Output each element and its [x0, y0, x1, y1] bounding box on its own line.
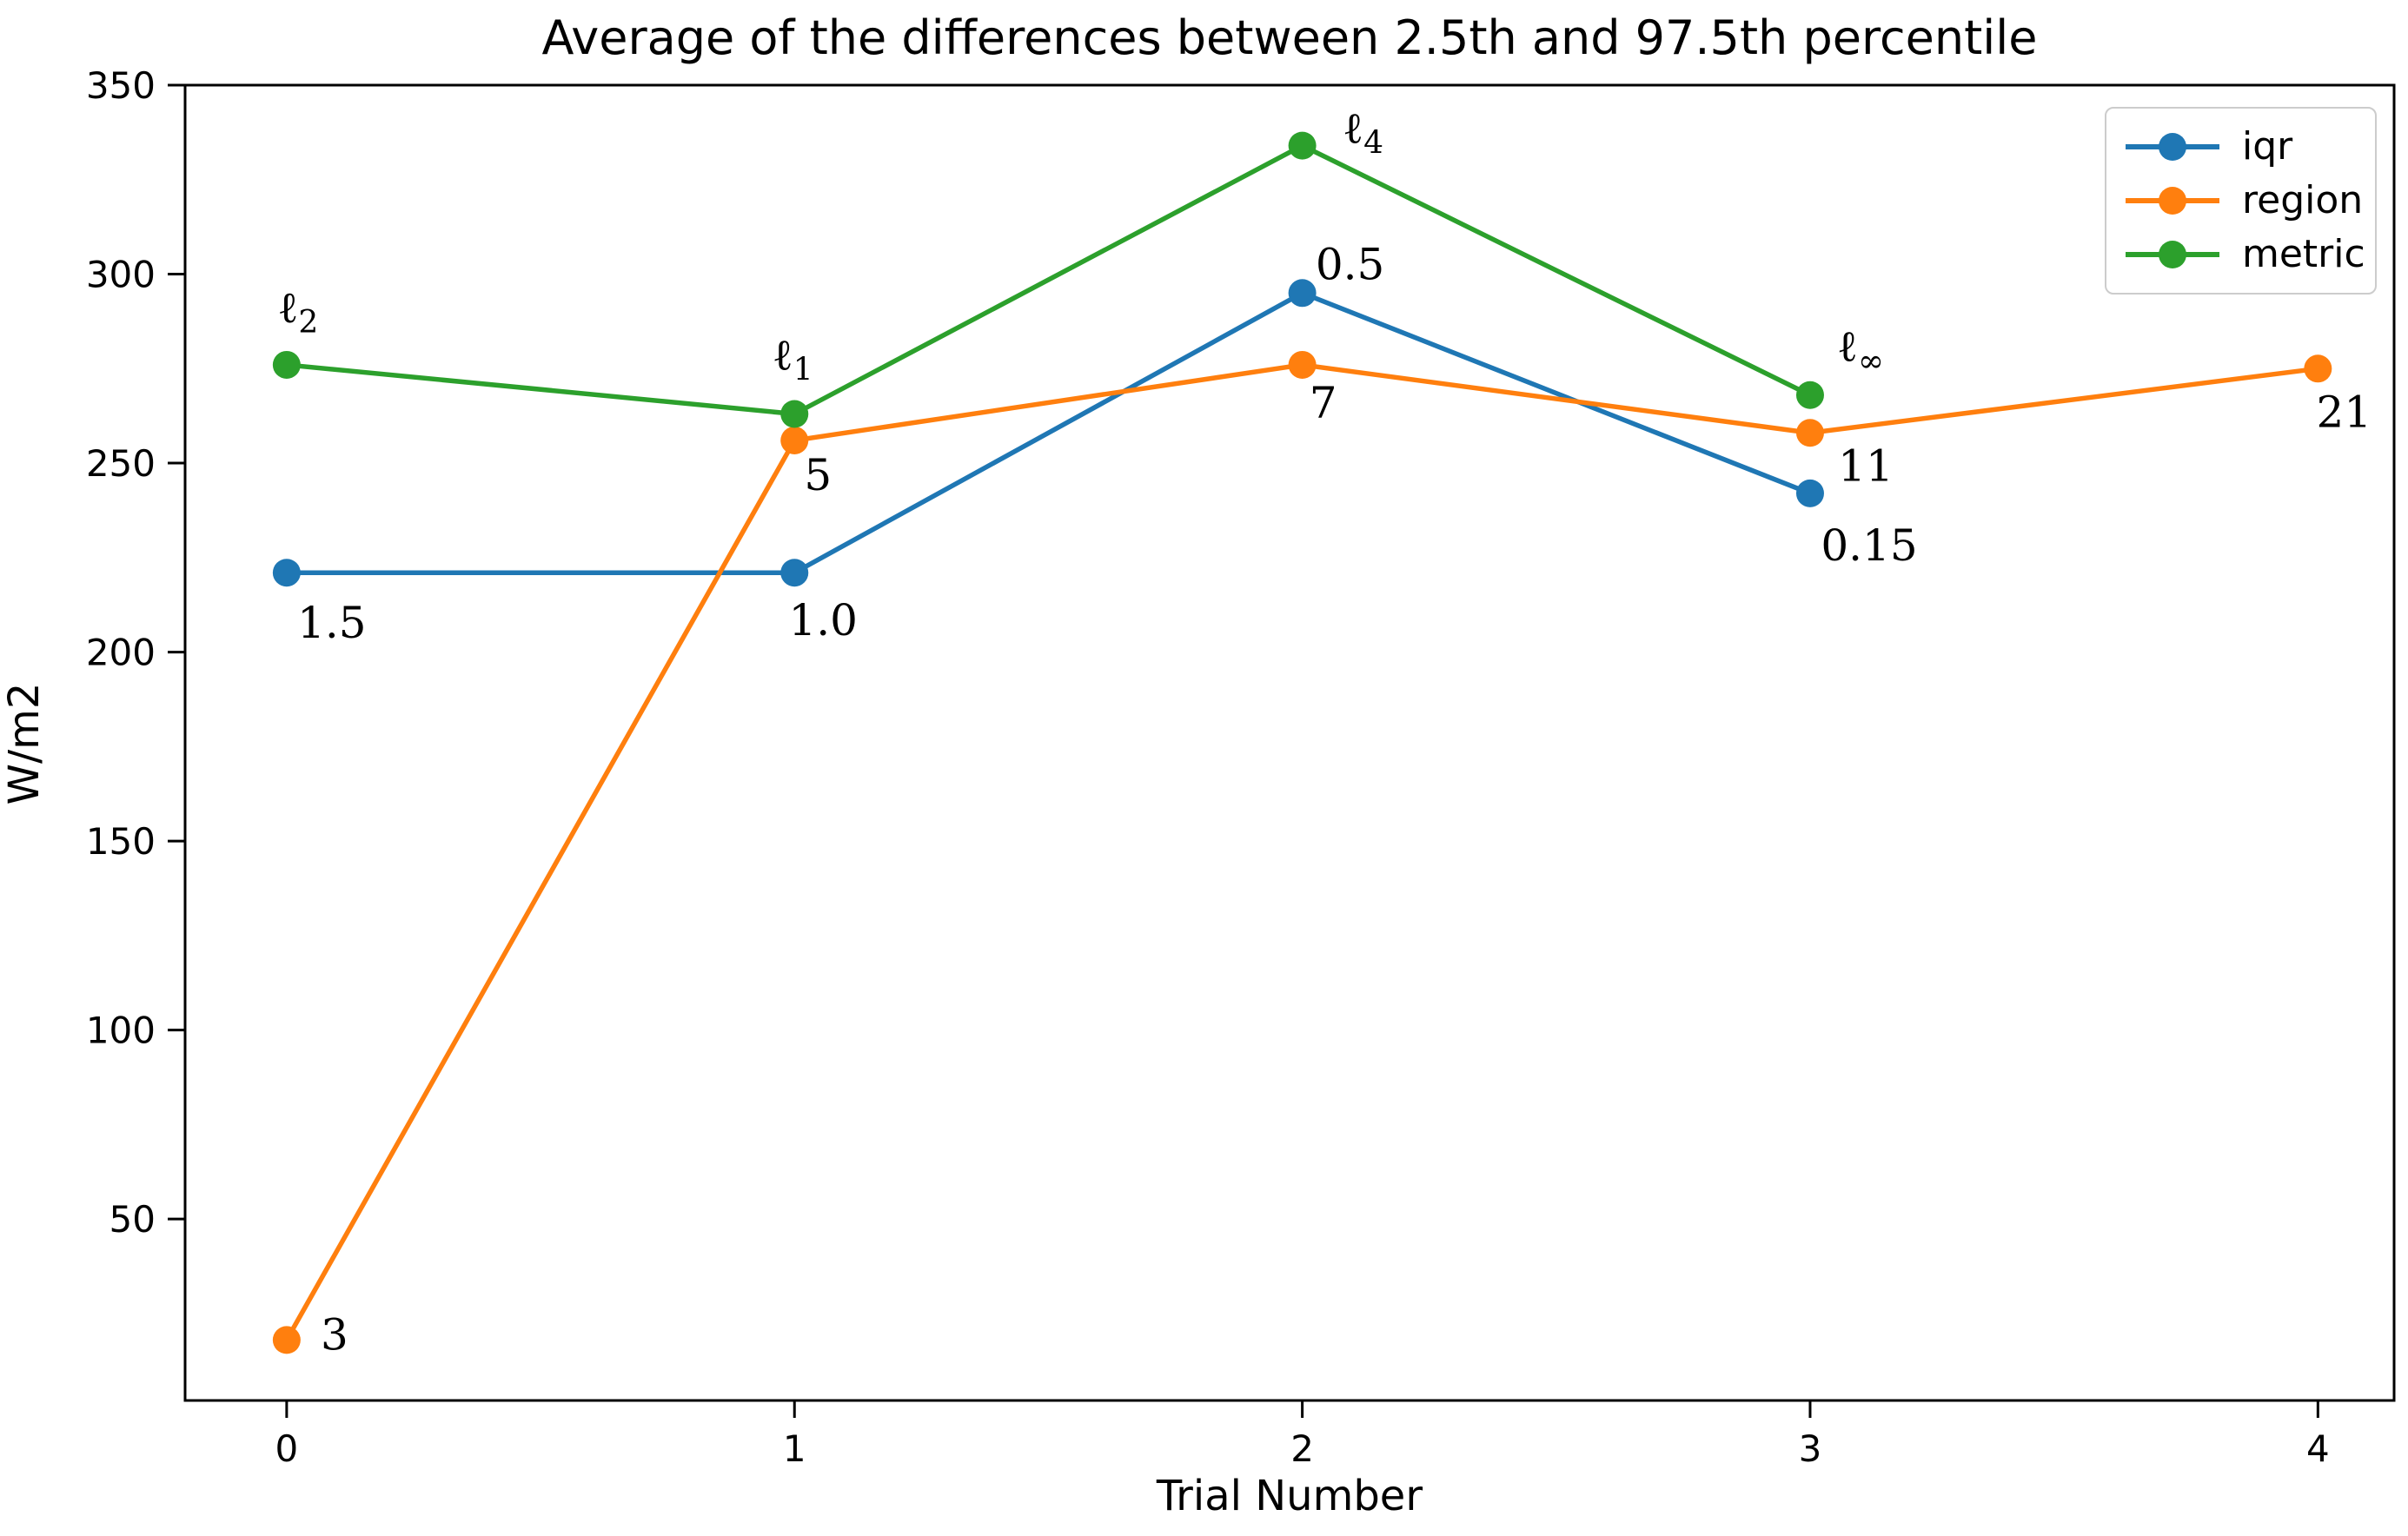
x-tick-label: 2	[1290, 1427, 1314, 1470]
x-tick-label: 1	[783, 1427, 806, 1470]
x-tick-label: 0	[275, 1427, 299, 1470]
y-axis-label: W/m2	[0, 682, 49, 805]
y-tick-label: 150	[86, 820, 156, 863]
legend-entry-metric[interactable]: metric	[2106, 235, 2375, 274]
legend-label-region: region	[2242, 178, 2364, 222]
point-label-iqr-2: 0.5	[1316, 239, 1385, 289]
legend-marker-iqr	[2126, 132, 2219, 162]
point-label-region-4: 21	[2317, 387, 2372, 437]
data-point-region-1[interactable]	[780, 426, 809, 454]
point-label-metric-2: ℓ4	[1343, 103, 1383, 162]
legend-entry-iqr[interactable]: iqr	[2106, 128, 2375, 166]
x-tick-label: 3	[1799, 1427, 1822, 1470]
data-point-metric-0[interactable]	[272, 350, 301, 379]
data-point-iqr-2[interactable]	[1288, 279, 1317, 308]
point-label-region-0: 3	[321, 1309, 348, 1360]
point-label-iqr-3: 0.15	[1821, 520, 1917, 571]
point-label-metric-0: ℓ2	[277, 282, 318, 341]
data-point-iqr-0[interactable]	[272, 559, 301, 587]
legend-label-iqr: iqr	[2242, 124, 2293, 169]
x-tick-label: 4	[2306, 1427, 2330, 1470]
point-label-metric-1: ℓ1	[773, 330, 813, 388]
chart-title: Average of the differences between 2.5th…	[541, 10, 2038, 65]
data-point-iqr-3[interactable]	[1795, 479, 1824, 507]
point-label-iqr-0: 1.5	[297, 598, 367, 648]
y-tick-label: 300	[86, 254, 156, 296]
y-tick-label: 250	[86, 442, 156, 485]
point-label-metric-3: ℓ∞	[1837, 321, 1884, 380]
legend-label-metric: metric	[2242, 232, 2365, 276]
data-point-metric-1[interactable]	[780, 400, 809, 428]
x-axis-label: Trial Number	[1156, 1472, 1423, 1520]
series-line-region	[284, 362, 2321, 1343]
data-point-region-3[interactable]	[1795, 419, 1824, 447]
plot-border	[183, 83, 2396, 1402]
y-tick-label: 350	[86, 64, 156, 107]
legend-entry-region[interactable]: region	[2106, 182, 2375, 220]
series-line-iqr	[284, 290, 1813, 575]
data-point-metric-3[interactable]	[1795, 381, 1824, 409]
point-label-region-1: 5	[804, 450, 832, 500]
data-point-region-4[interactable]	[2304, 354, 2332, 383]
y-tick-label: 100	[86, 1010, 156, 1052]
legend-marker-region	[2126, 186, 2219, 215]
data-point-iqr-1[interactable]	[780, 559, 809, 587]
data-point-region-2[interactable]	[1288, 350, 1317, 379]
point-label-region-2: 7	[1310, 378, 1337, 428]
legend-marker-metric	[2126, 240, 2219, 269]
data-point-metric-2[interactable]	[1288, 131, 1317, 160]
data-point-region-0[interactable]	[272, 1326, 301, 1354]
series-line-metric	[284, 142, 1813, 417]
y-tick-label: 200	[86, 632, 156, 674]
y-tick-label: 50	[109, 1198, 156, 1241]
point-label-iqr-1: 1.0	[788, 595, 858, 646]
point-label-region-3: 11	[1838, 440, 1894, 491]
legend: iqr region metric	[2105, 107, 2377, 295]
